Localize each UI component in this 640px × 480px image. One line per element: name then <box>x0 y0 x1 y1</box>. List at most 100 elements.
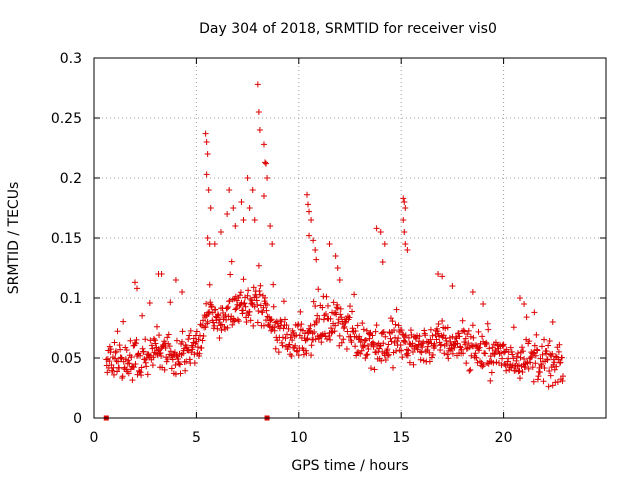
data-point <box>295 352 302 359</box>
data-point <box>539 343 545 350</box>
y-tick-label: 0 <box>73 411 82 427</box>
data-point <box>447 346 454 353</box>
data-point <box>235 318 242 325</box>
data-point <box>359 320 366 327</box>
data-point <box>328 329 335 336</box>
data-point <box>357 350 364 357</box>
data-point-peak <box>469 289 476 295</box>
data-point <box>456 333 463 340</box>
data-point <box>267 317 274 324</box>
data-point <box>536 369 543 376</box>
data-point <box>364 342 371 349</box>
data-point-peak <box>267 223 274 229</box>
data-point <box>215 312 222 319</box>
data-point <box>270 303 277 310</box>
data-point <box>438 341 445 348</box>
data-point <box>308 342 315 349</box>
data-point <box>475 328 482 335</box>
data-point <box>303 336 310 343</box>
data-point <box>232 293 239 300</box>
data-point <box>138 364 145 371</box>
data-point <box>343 346 350 353</box>
data-point-peak <box>244 175 251 181</box>
data-point-peak <box>131 279 138 286</box>
data-point <box>183 358 190 365</box>
data-point <box>177 361 184 368</box>
data-point <box>460 350 467 357</box>
data-point <box>107 346 114 353</box>
data-point <box>513 353 520 360</box>
data-point <box>334 305 341 312</box>
data-point <box>531 342 538 349</box>
data-point <box>231 317 238 324</box>
data-point <box>210 319 217 326</box>
data-point <box>393 306 400 313</box>
data-point <box>271 324 278 331</box>
data-point <box>158 352 165 359</box>
data-point-peak <box>308 217 315 223</box>
data-point <box>558 354 565 361</box>
data-point <box>427 336 434 343</box>
data-point <box>418 349 425 356</box>
data-point <box>222 326 229 333</box>
data-point-peak <box>439 273 446 280</box>
data-point <box>427 326 434 333</box>
data-point <box>142 336 149 343</box>
y-tick-label: 0.15 <box>51 231 82 247</box>
data-point-peak <box>256 127 263 133</box>
data-point <box>113 348 120 355</box>
data-point <box>188 349 195 356</box>
data-point <box>224 305 231 312</box>
data-point <box>286 341 293 348</box>
data-point-peak <box>313 256 320 263</box>
data-point <box>110 364 117 371</box>
data-point <box>199 337 206 344</box>
data-point <box>244 292 251 299</box>
data-point <box>149 362 156 369</box>
data-point <box>503 367 510 374</box>
data-point <box>493 359 500 366</box>
data-point <box>335 319 342 326</box>
data-point <box>245 287 252 294</box>
data-point <box>476 347 483 354</box>
data-point <box>488 369 495 376</box>
data-point <box>510 324 517 331</box>
data-point <box>123 347 130 354</box>
data-point <box>211 322 218 329</box>
data-point <box>225 304 232 311</box>
data-point <box>414 332 421 339</box>
data-point-peak <box>312 247 319 253</box>
data-point <box>376 345 383 352</box>
data-point-peak <box>134 285 141 292</box>
data-point <box>260 304 267 311</box>
data-point <box>537 355 544 362</box>
data-point <box>226 297 233 304</box>
data-point-peak <box>246 205 253 211</box>
data-point <box>311 329 318 336</box>
data-point <box>465 340 472 347</box>
data-point <box>441 350 448 357</box>
data-point <box>550 362 557 369</box>
data-point <box>280 298 287 305</box>
data-point-peak <box>381 241 388 247</box>
data-point <box>416 338 423 345</box>
data-point <box>334 301 341 308</box>
data-point-peak <box>379 259 386 265</box>
data-point <box>385 351 392 358</box>
data-point <box>318 332 325 339</box>
data-point <box>387 335 394 342</box>
data-point <box>515 362 522 369</box>
data-point <box>446 334 453 341</box>
data-point <box>486 345 493 352</box>
data-point <box>106 358 113 365</box>
y-tick-label: 0.2 <box>60 171 82 187</box>
data-point <box>517 354 524 361</box>
data-point <box>555 348 562 355</box>
data-point <box>200 317 207 324</box>
data-point <box>407 327 414 334</box>
data-point <box>266 323 273 330</box>
data-point <box>208 303 215 310</box>
data-point <box>354 322 361 329</box>
data-point <box>415 341 422 348</box>
